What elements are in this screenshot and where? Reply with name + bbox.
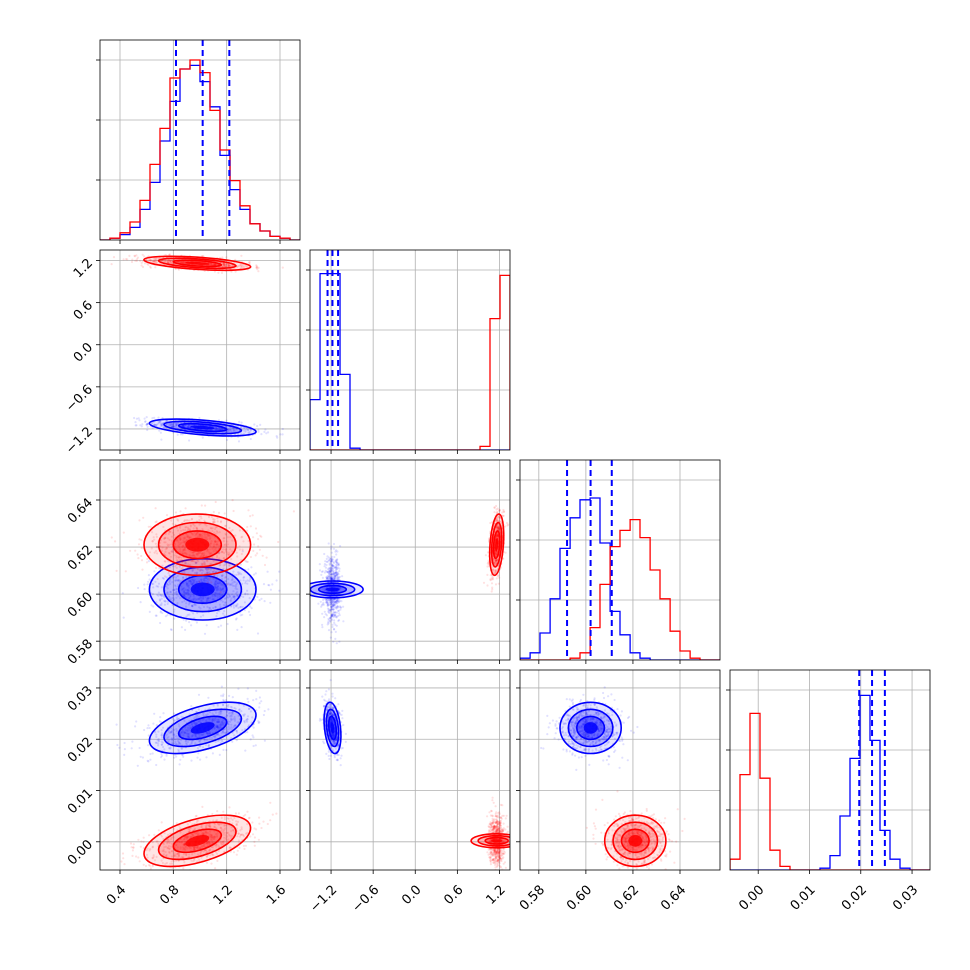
- x-tick-label: 0.01: [788, 883, 819, 914]
- histogram-red: [730, 712, 930, 870]
- contour-blue: [190, 722, 215, 734]
- contour-red: [490, 839, 503, 843]
- y-tick-label: −1.2: [63, 424, 96, 457]
- histogram-blue: [100, 64, 300, 240]
- contour-blue: [190, 425, 215, 430]
- x-tick-label: −0.6: [349, 883, 382, 916]
- histogram-blue: [310, 272, 510, 450]
- grid: [100, 250, 300, 450]
- x-tick-label: 1.2: [484, 883, 509, 908]
- x-tick-label: 0.8: [157, 883, 182, 908]
- x-tick-label: 1.6: [264, 883, 289, 908]
- panel-2-1: [306, 459, 511, 664]
- histogram-red: [310, 274, 510, 450]
- contour-red: [495, 537, 499, 552]
- panel-3-1: −1.2 −0.6 0.0 0.6 1.2: [306, 669, 511, 916]
- x-tick-label: 1.2: [211, 883, 236, 908]
- contour-blue: [190, 582, 215, 597]
- panel-frame: [309, 249, 511, 451]
- panel-frame: [729, 669, 931, 871]
- x-tick-label: 0.62: [611, 883, 642, 914]
- panel-2-0: 0.58 0.60 0.62 0.64: [65, 459, 301, 668]
- panel-frame: [309, 669, 511, 871]
- contour-red: [628, 835, 643, 847]
- x-tick-label: 0.6: [441, 883, 466, 908]
- y-tick-label: 0.60: [65, 590, 96, 621]
- contour-red: [185, 537, 210, 552]
- panel-0-0: [96, 39, 301, 244]
- x-tick-label: 0.03: [890, 883, 921, 914]
- panel-frame: [99, 39, 301, 241]
- x-tick-label: 0.02: [839, 883, 870, 914]
- x-tick-label: 0.00: [736, 883, 767, 914]
- panel-1-0: −1.2 −0.6 0.0 0.6 1.2: [63, 249, 301, 457]
- contour-red: [185, 261, 210, 265]
- y-tick-label: 0.64: [65, 495, 96, 526]
- panel-3-0: 0.4 0.8 1.2 1.6 0.00 0.01 0.02 0.03: [65, 669, 301, 908]
- histogram-red: [520, 518, 720, 660]
- histogram-red: [100, 59, 300, 240]
- contour-red: [185, 835, 210, 847]
- y-tick-label: 0.62: [65, 542, 96, 573]
- y-tick-label: 0.02: [65, 735, 96, 766]
- grid: [310, 670, 510, 870]
- y-tick-label: 0.00: [65, 837, 96, 868]
- panel-3-3: 0.00 0.01 0.02 0.03: [726, 669, 931, 914]
- x-tick-label: 0.0: [399, 883, 424, 908]
- contour-blue: [583, 722, 598, 734]
- panel-frame: [519, 669, 721, 871]
- x-tick-label: 0.64: [658, 883, 689, 914]
- panel-frame: [99, 669, 301, 871]
- contour-blue: [325, 587, 340, 592]
- x-tick-label: 0.60: [564, 883, 595, 914]
- grid: [100, 670, 300, 870]
- y-tick-label: 1.2: [71, 256, 96, 281]
- y-tick-label: 0.6: [71, 298, 96, 323]
- contour-blue: [330, 722, 335, 734]
- x-tick-label: 0.4: [104, 883, 129, 908]
- scatter-blue: [540, 686, 639, 772]
- panel-frame: [519, 459, 721, 661]
- panel-1-1: [306, 249, 511, 454]
- x-tick-label: −1.2: [307, 883, 340, 916]
- x-tick-label: 0.58: [517, 883, 548, 914]
- histogram-blue: [730, 694, 930, 870]
- y-tick-label: 0.0: [71, 340, 96, 365]
- panel-3-2: 0.58 0.60 0.62 0.64: [516, 669, 721, 914]
- grid: [520, 460, 720, 660]
- panel-frame: [309, 459, 511, 661]
- grid: [310, 460, 510, 660]
- y-tick-label: 0.01: [65, 786, 96, 817]
- grid: [520, 670, 720, 870]
- panel-2-2: [516, 459, 721, 664]
- y-tick-label: 0.58: [65, 637, 96, 668]
- y-tick-label: −0.6: [63, 382, 96, 415]
- panel-frame: [99, 249, 301, 451]
- grid: [310, 250, 510, 450]
- panel-frame: [99, 459, 301, 661]
- y-tick-label: 0.03: [65, 683, 96, 714]
- grid: [100, 40, 300, 240]
- histogram-blue: [520, 497, 720, 660]
- grid: [730, 670, 930, 870]
